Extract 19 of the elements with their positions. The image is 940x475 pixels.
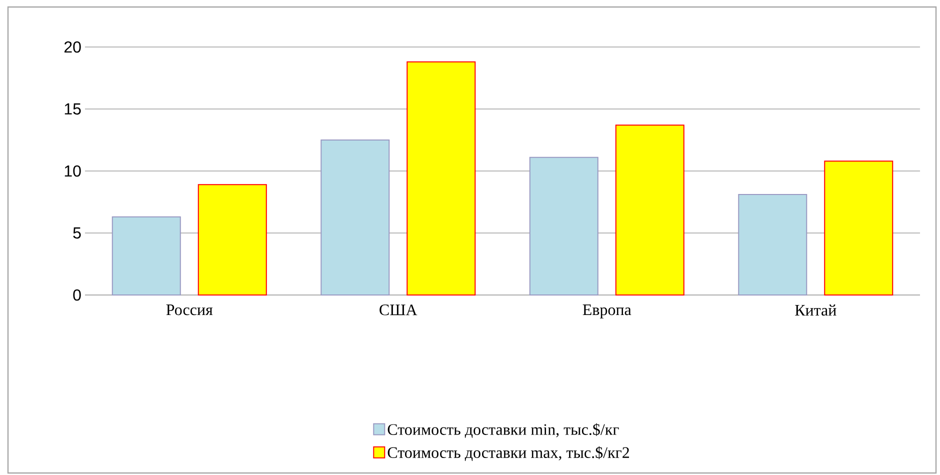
bar xyxy=(738,194,808,296)
y-tick-label: 20 xyxy=(64,41,81,53)
bar xyxy=(824,160,894,296)
legend-label: Стоимость доставки min, тыс.$/кг xyxy=(388,423,619,438)
bar xyxy=(615,124,684,296)
bar xyxy=(320,140,390,296)
bar xyxy=(529,156,598,296)
x-tick-label: США xyxy=(380,304,418,316)
y-tick-label: 5 xyxy=(73,227,81,239)
bar xyxy=(112,216,181,296)
y-tick-label: 15 xyxy=(64,103,81,115)
legend-label: Стоимость доставки max, тыс.$/кг2 xyxy=(388,446,629,461)
x-tick-label: Китай xyxy=(795,304,836,316)
x-tick-label: Россия xyxy=(166,304,213,316)
y-tick-label: 0 xyxy=(73,289,81,301)
x-tick-label: Европа xyxy=(582,304,632,318)
bar xyxy=(198,184,267,296)
bar xyxy=(406,61,476,296)
y-tick-label: 10 xyxy=(64,165,81,177)
